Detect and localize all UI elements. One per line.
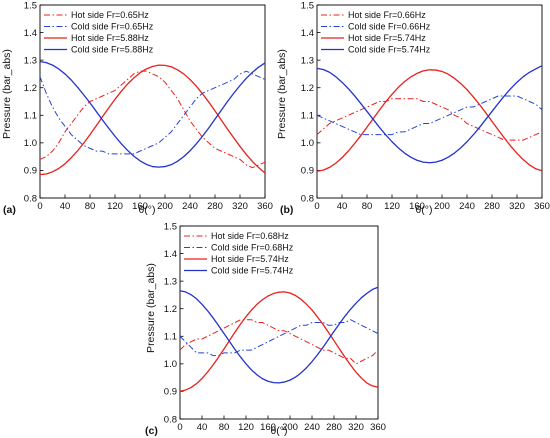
legend-entry: Cold side Fr=0.66Hz	[348, 22, 431, 32]
legend-entry: Hot side Fr=0.66Hz	[348, 10, 426, 20]
y-tick-label: 1.1	[164, 332, 177, 343]
legend: Hot side Fr=0.66Hz Cold side Fr=0.66HzHot…	[321, 10, 431, 55]
x-tick-label: 200	[434, 201, 450, 212]
x-axis-label: θ(°)	[415, 204, 432, 216]
x-axis-label: θ(°)	[270, 425, 287, 437]
y-tick-label: 1.3	[301, 55, 314, 66]
x-tick-label: 160	[260, 422, 276, 433]
x-tick-label: 40	[197, 422, 208, 433]
x-tick-label: 0	[314, 201, 319, 212]
x-tick-label: 80	[219, 422, 230, 433]
x-tick-label: 160	[132, 201, 148, 212]
series-line-4	[39, 60, 266, 168]
y-tick-label: 0.9	[24, 166, 37, 177]
legend-entry: Cold side Fr=5.74Hz	[348, 45, 431, 55]
x-tick-label: 240	[182, 201, 198, 212]
legend-entry: Cold side Fr=5.88Hz	[71, 45, 154, 55]
x-tick-label: 360	[257, 201, 273, 212]
x-tick-label: 0	[177, 422, 182, 433]
plot-frame	[179, 225, 379, 420]
y-tick-label: 1.5	[24, 0, 37, 11]
y-axis-label: Pressure (bar_abs)	[1, 49, 13, 139]
y-tick-label: 1.4	[301, 28, 314, 39]
series-line-2	[316, 95, 543, 136]
legend-entry: Hot side Fr=0.65Hz	[71, 10, 149, 20]
x-tick-label: 280	[207, 201, 223, 212]
series-line-3	[179, 291, 379, 393]
x-tick-label: 0	[37, 201, 42, 212]
y-tick-label: 1.2	[164, 304, 177, 315]
y-tick-label: 1.4	[24, 28, 37, 39]
panel-a: Pressure (bar_abs) θ(°) (a) 0 40 80 120 160 2…	[1, 0, 273, 216]
x-tick-label: 320	[509, 201, 525, 212]
x-tick-label: 240	[304, 422, 320, 433]
x-tick-label: 280	[326, 422, 342, 433]
legend: Hot side Fr=0.65Hz Cold side Fr=0.65HzHot…	[44, 10, 154, 55]
y-tick-label: 1.2	[301, 83, 314, 94]
x-tick-label: 240	[459, 201, 475, 212]
x-tick-label: 320	[348, 422, 364, 433]
y-tick-label: 1.2	[24, 83, 37, 94]
x-tick-label: 320	[232, 201, 248, 212]
series-line-3	[316, 69, 543, 172]
series-line-4	[179, 286, 379, 384]
y-tick-label: 1.1	[24, 111, 37, 122]
panel-b: Pressure (bar_abs) θ(°) (b) 0 40 80 120 160 2…	[276, 0, 550, 216]
x-tick-label: 160	[409, 201, 425, 212]
legend-entry: Hot side Fr=5.74Hz	[348, 33, 426, 43]
panel-letter: (c)	[145, 425, 158, 437]
legend-entry: Cold side Fr=0.68Hz	[211, 243, 294, 253]
series-line-1	[39, 70, 266, 169]
series-line-3	[39, 64, 266, 176]
y-axis-label: Pressure (bar_abs)	[145, 263, 157, 353]
x-axis-label: θ(°)	[138, 204, 155, 216]
x-tick-label: 360	[370, 422, 386, 433]
y-tick-label: 1.5	[301, 0, 314, 11]
legend-entry: Cold side Fr=0.65Hz	[71, 22, 154, 32]
y-tick-label: 1.5	[164, 221, 177, 232]
legend: Hot side Fr=0.68Hz Cold side Fr=0.68HzHot…	[184, 231, 294, 276]
x-tick-label: 120	[238, 422, 254, 433]
x-tick-label: 360	[534, 201, 550, 212]
x-tick-label: 80	[362, 201, 373, 212]
x-tick-label: 80	[85, 201, 96, 212]
y-tick-label: 1.0	[24, 138, 37, 149]
y-tick-label: 0.8	[164, 414, 177, 425]
legend-entry: Cold side Fr=5.74Hz	[211, 266, 294, 276]
x-tick-label: 280	[484, 201, 500, 212]
y-tick-label: 1.3	[164, 276, 177, 287]
x-tick-label: 200	[157, 201, 173, 212]
y-tick-label: 0.9	[164, 387, 177, 398]
legend-entry: Hot side Fr=5.74Hz	[211, 254, 289, 264]
x-tick-label: 40	[60, 201, 71, 212]
x-tick-label: 120	[107, 201, 123, 212]
series-line-4	[316, 65, 543, 164]
y-tick-label: 1.4	[164, 249, 177, 260]
plot-frame	[39, 4, 266, 199]
y-tick-label: 1.1	[301, 111, 314, 122]
y-axis-label: Pressure (bar_abs)	[276, 49, 288, 139]
series-line-2	[179, 319, 379, 357]
plot-frame	[316, 4, 543, 199]
y-tick-label: 0.8	[301, 193, 314, 204]
x-tick-label: 120	[384, 201, 400, 212]
series-line-1	[179, 319, 379, 365]
y-tick-label: 1.0	[301, 138, 314, 149]
y-tick-label: 1.0	[164, 359, 177, 370]
series-line-1	[316, 98, 543, 141]
y-tick-label: 0.8	[24, 193, 37, 204]
series-line-2	[39, 70, 266, 155]
x-tick-label: 40	[337, 201, 348, 212]
y-tick-label: 1.3	[24, 55, 37, 66]
panel-letter: (a)	[3, 204, 16, 216]
legend-entry: Hot side Fr=0.68Hz	[211, 231, 289, 241]
x-tick-label: 200	[282, 422, 298, 433]
y-tick-label: 0.9	[301, 166, 314, 177]
panel-c: Pressure (bar_abs) θ(°) (c) 0 40 80 120 160 2…	[145, 221, 386, 437]
legend-entry: Hot side Fr=5.88Hz	[71, 33, 149, 43]
panel-letter: (b)	[280, 204, 293, 216]
